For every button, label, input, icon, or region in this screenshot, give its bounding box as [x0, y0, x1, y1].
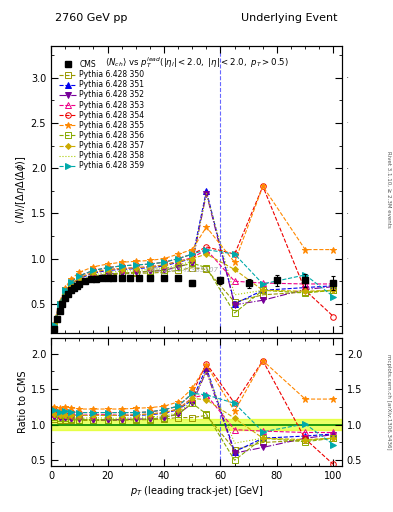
Text: Underlying Event: Underlying Event [241, 13, 338, 23]
Y-axis label: Ratio to CMS: Ratio to CMS [18, 371, 28, 433]
Text: Rivet 3.1.10, ≥ 2.3M events: Rivet 3.1.10, ≥ 2.3M events [386, 151, 391, 228]
Text: 2760 GeV pp: 2760 GeV pp [55, 13, 127, 23]
Text: mcplots.cern.ch [arXiv:1306.3436]: mcplots.cern.ch [arXiv:1306.3436] [386, 354, 391, 450]
Text: CMS_2015-I1385107: CMS_2015-I1385107 [145, 266, 219, 273]
Bar [51, 419, 342, 431]
Legend: CMS, Pythia 6.428 350, Pythia 6.428 351, Pythia 6.428 352, Pythia 6.428 353, Pyt: CMS, Pythia 6.428 350, Pythia 6.428 351,… [58, 58, 146, 172]
Y-axis label: $\langle\, N\rangle/[\Delta\eta\Delta(\Delta\phi)]$: $\langle\, N\rangle/[\Delta\eta\Delta(\D… [14, 155, 28, 224]
X-axis label: $p_T$ (leading track-jet) [GeV]: $p_T$ (leading track-jet) [GeV] [130, 483, 263, 498]
Text: $\langle N_{ch}\rangle$ vs $p_T^{lead}(|\eta_l|<2.0,\ |\eta|<2.0,\ p_T>0.5)$: $\langle N_{ch}\rangle$ vs $p_T^{lead}(|… [105, 55, 288, 70]
